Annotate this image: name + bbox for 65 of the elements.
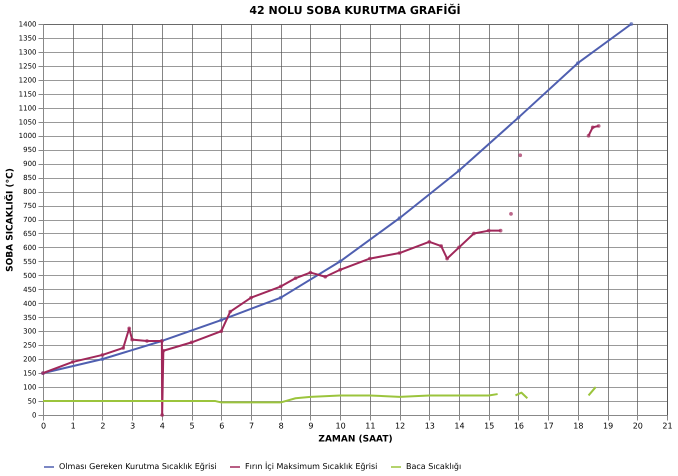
x-tick-label: 3 (130, 422, 136, 430)
point (100, 353, 104, 357)
point (576, 61, 580, 65)
point (486, 228, 491, 233)
point (219, 318, 224, 322)
x-axis-title: ZAMAN (SAAT) (318, 434, 393, 444)
x-tick-label: 19 (602, 422, 614, 430)
point (457, 246, 461, 250)
point (596, 124, 601, 128)
chart-title: 42 NOLU SOBA KURUTMA GRAFİĞİ (249, 3, 461, 17)
x-tick-label: 12 (394, 422, 406, 430)
x-tick-label: 15 (484, 422, 494, 430)
x-tick-label: 5 (190, 422, 195, 430)
point (145, 339, 149, 343)
point (70, 360, 75, 364)
point (323, 274, 328, 279)
point (457, 168, 461, 172)
point (308, 270, 312, 274)
legend-label: Fırın İçi Maksimum Sıcaklık Eğrisi (245, 461, 378, 471)
legend-label: Baca Sıcaklığı (406, 462, 462, 471)
point (121, 346, 126, 350)
x-tick-label: 10 (336, 422, 346, 430)
legend-label: Olması Gereken Kurutma Sıcaklık Eğrisi (59, 462, 217, 471)
point (338, 260, 342, 264)
point (445, 256, 449, 260)
point (127, 326, 132, 330)
x-tick-label: 13 (424, 422, 435, 430)
x-tick-label: 7 (248, 422, 254, 430)
x-tick-label: 4 (160, 422, 165, 430)
point (160, 413, 164, 417)
x-tick-label: 17 (544, 422, 554, 430)
point (100, 357, 104, 362)
x-tick-label: 2 (100, 422, 106, 430)
point (590, 125, 595, 130)
point (190, 340, 194, 344)
point (427, 240, 432, 244)
y-axis-title: SOBA SICAKLIĞI (°C) (4, 168, 16, 272)
x-tick-label: 20 (632, 422, 643, 430)
point (398, 216, 402, 220)
x-tick-label: 21 (662, 422, 673, 430)
point (398, 251, 402, 255)
point (278, 284, 283, 288)
point (249, 296, 253, 300)
x-tick-label: 9 (308, 422, 314, 430)
point (294, 276, 298, 280)
point (472, 232, 476, 236)
point (368, 256, 372, 260)
point (228, 310, 232, 314)
x-tick-label: 14 (454, 422, 465, 430)
x-tick-label: 1 (70, 422, 76, 430)
x-tick-label: 0 (40, 422, 46, 430)
x-tick-label: 16 (514, 422, 524, 430)
x-tick-label: 18 (573, 422, 584, 430)
point (516, 116, 520, 120)
point (439, 244, 444, 248)
x-tick-label: 6 (219, 422, 224, 430)
point (219, 329, 224, 334)
point (498, 228, 502, 233)
point (278, 296, 283, 300)
point (586, 134, 590, 138)
point (629, 22, 634, 26)
point (338, 268, 342, 272)
x-tick-label: 8 (278, 422, 284, 430)
x-tick-label: 11 (365, 422, 376, 430)
point (130, 338, 134, 342)
